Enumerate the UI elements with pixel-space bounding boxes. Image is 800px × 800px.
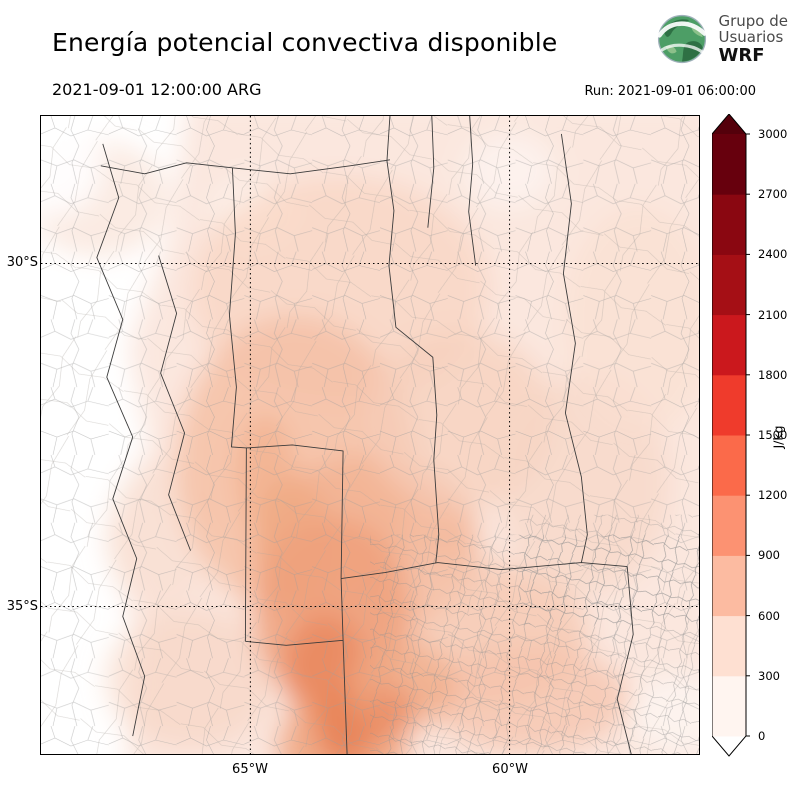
lat-label-35s: 35°S bbox=[6, 599, 38, 614]
colorbar-svg bbox=[712, 114, 750, 757]
colorbar-tick-label: 3000 bbox=[758, 127, 788, 141]
map-graphic bbox=[41, 116, 699, 754]
colorbar-tick-label: 2400 bbox=[758, 247, 788, 262]
colorbar-tick-label: 1800 bbox=[758, 367, 788, 382]
wrf-logo: Grupo de Usuarios WRF bbox=[655, 12, 788, 66]
colorbar: 0 300 600 900 1200 1500 1800 2100 2400 2700 3000 J… bbox=[712, 114, 800, 760]
colorbar-tick-label: 2700 bbox=[758, 187, 788, 202]
run-time-label: Run: 2021-09-01 06:00:00 bbox=[584, 84, 756, 99]
logo-text-line1: Grupo de bbox=[718, 11, 788, 30]
province-boundaries bbox=[96, 116, 634, 754]
logo-text-line2: Usuarios bbox=[718, 27, 784, 46]
colorbar-tick-label: 1500 bbox=[758, 428, 788, 442]
colorbar-tick-label: 600 bbox=[758, 608, 780, 623]
lat-label-30s: 30°S bbox=[6, 255, 38, 270]
colorbar-ticks: 0 300 600 900 1200 1500 1800 2100 2400 2700 3000 bbox=[758, 114, 800, 758]
logo-text-wrf: WRF bbox=[718, 44, 765, 66]
map-canvas bbox=[40, 115, 700, 755]
colorbar-tick-label: 300 bbox=[758, 668, 780, 683]
colorbar-tick-label: 1200 bbox=[758, 488, 788, 503]
globe-icon bbox=[657, 14, 708, 64]
page-title: Energía potencial convectiva disponible bbox=[52, 28, 558, 57]
logo-text: Grupo de Usuarios WRF bbox=[718, 11, 788, 66]
colorbar-unit-label: J/kg bbox=[770, 425, 786, 449]
colorbar-tick-label: 2100 bbox=[758, 307, 788, 322]
valid-time-label: 2021-09-01 12:00:00 ARG bbox=[52, 80, 262, 99]
colorbar-tick-label: 0 bbox=[758, 729, 766, 743]
department-boundaries bbox=[41, 116, 699, 754]
lon-label-65w: 65°W bbox=[232, 762, 268, 777]
graticule-gridlines bbox=[41, 116, 699, 754]
colorbar-tick-label: 900 bbox=[758, 548, 780, 563]
lon-label-60w: 60°W bbox=[492, 762, 528, 777]
